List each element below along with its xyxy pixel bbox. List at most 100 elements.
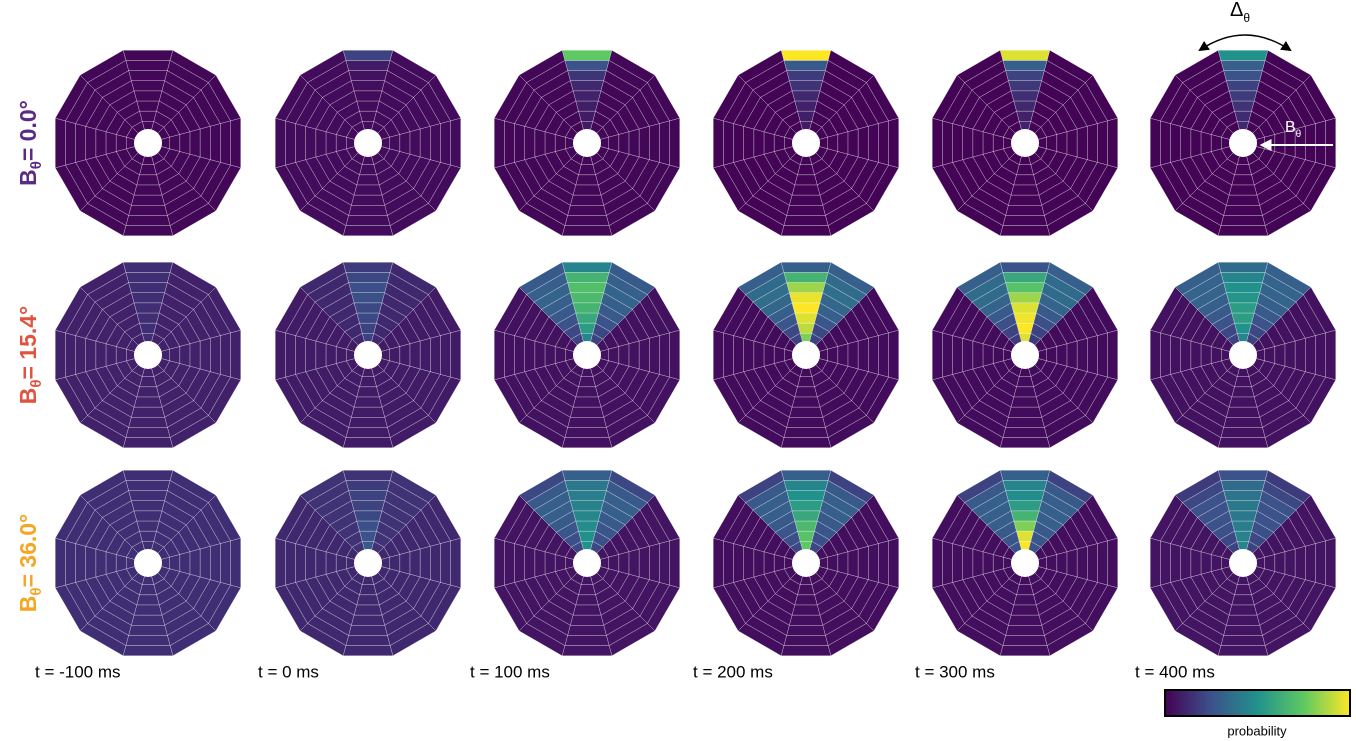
heat-cell [504, 120, 515, 166]
heat-cell [342, 50, 394, 61]
panel [1149, 469, 1337, 657]
heat-cell [409, 128, 421, 158]
heat-cell [350, 292, 386, 304]
heat-cell [1225, 292, 1261, 304]
panel [931, 261, 1119, 449]
heat-cell [136, 100, 160, 112]
heat-cell [356, 312, 380, 324]
heat-cell [952, 123, 963, 163]
heat-cell [780, 225, 832, 236]
heat-cell [65, 120, 76, 166]
heat-cell [220, 120, 231, 166]
width-label: Δθ [1230, 0, 1250, 25]
heat-cell [494, 537, 505, 589]
heat-cell [1190, 548, 1202, 578]
heat-cell [1231, 594, 1255, 606]
bias-symbol: B [1285, 119, 1296, 136]
heat-cell [504, 332, 515, 378]
heat-cell [285, 540, 296, 586]
heat-cell [791, 396, 821, 408]
heat-cell [399, 343, 411, 367]
heat-cell [1217, 262, 1269, 273]
heat-cell [564, 272, 610, 283]
heat-cell [210, 123, 221, 163]
heat-cell [569, 194, 605, 206]
heat-cell [1007, 292, 1043, 304]
heat-cell [494, 117, 505, 169]
heat-cell [1231, 312, 1255, 324]
time-label: t = 300 ms [915, 662, 995, 681]
heat-cell [791, 510, 821, 522]
heat-cell [275, 117, 286, 169]
heat-cell [575, 174, 599, 186]
panel [54, 49, 242, 237]
heat-cell [133, 184, 163, 196]
center-hole [792, 341, 820, 369]
heat-cell [564, 480, 610, 491]
heat-cell [561, 645, 613, 656]
heat-cell [888, 329, 899, 381]
center-hole [134, 549, 162, 577]
heat-cell [569, 292, 605, 304]
panel [712, 469, 900, 657]
heat-cell [133, 90, 163, 102]
heat-cell [534, 548, 546, 578]
heat-cell [348, 490, 388, 501]
heat-cell [1013, 312, 1037, 324]
heat-cell [230, 117, 241, 169]
heat-cell [791, 302, 821, 314]
heat-cell [1010, 90, 1040, 102]
panel [54, 261, 242, 449]
heat-cell [79, 261, 127, 295]
heat-cell [514, 123, 525, 163]
heat-cell [878, 540, 889, 586]
heat-cell [1231, 100, 1255, 112]
heat-cell [788, 406, 824, 418]
heat-cell [1010, 302, 1040, 314]
heat-cell [348, 417, 388, 428]
heat-cell [350, 614, 386, 626]
heat-cell [55, 329, 66, 381]
heat-cell [1097, 120, 1108, 166]
heat-cell [1315, 332, 1326, 378]
row-label-subscript: θ [28, 588, 45, 596]
panel [931, 469, 1119, 657]
heat-cell [972, 548, 984, 578]
heat-cell [713, 537, 724, 589]
heat-cell [353, 510, 383, 522]
heat-cell [1190, 340, 1202, 370]
heat-cell [1170, 123, 1181, 163]
heat-cell [723, 332, 734, 378]
heat-cell [55, 537, 66, 589]
heat-cell [575, 100, 599, 112]
heat-cell [342, 645, 394, 656]
heat-cell [356, 594, 380, 606]
heat-cell [733, 123, 744, 163]
heat-cell [1228, 184, 1258, 196]
heat-cell [743, 125, 755, 161]
heat-cell [1220, 635, 1266, 646]
heat-cell [342, 225, 394, 236]
heat-cell [1217, 225, 1269, 236]
heat-cell [125, 215, 171, 226]
heat-cell [1231, 386, 1255, 398]
heat-cell [1228, 510, 1258, 522]
heat-cell [1076, 545, 1088, 581]
heat-cell [942, 540, 953, 586]
heat-cell [649, 123, 660, 163]
heat-cell [1225, 80, 1261, 92]
heat-cell [325, 551, 337, 575]
heat-cell [572, 510, 602, 522]
heat-cell [1305, 123, 1316, 163]
heat-cell [430, 123, 441, 163]
heat-cell [783, 635, 829, 646]
width-arc [1198, 34, 1292, 52]
heat-cell [275, 537, 286, 589]
heat-cell [1231, 174, 1255, 186]
heat-cell [783, 215, 829, 226]
heat-cell [345, 427, 391, 438]
row-label-symbol: B [15, 388, 41, 405]
row-label-symbol: B [15, 596, 41, 613]
heat-cell [1294, 337, 1306, 373]
heat-cell [353, 396, 383, 408]
